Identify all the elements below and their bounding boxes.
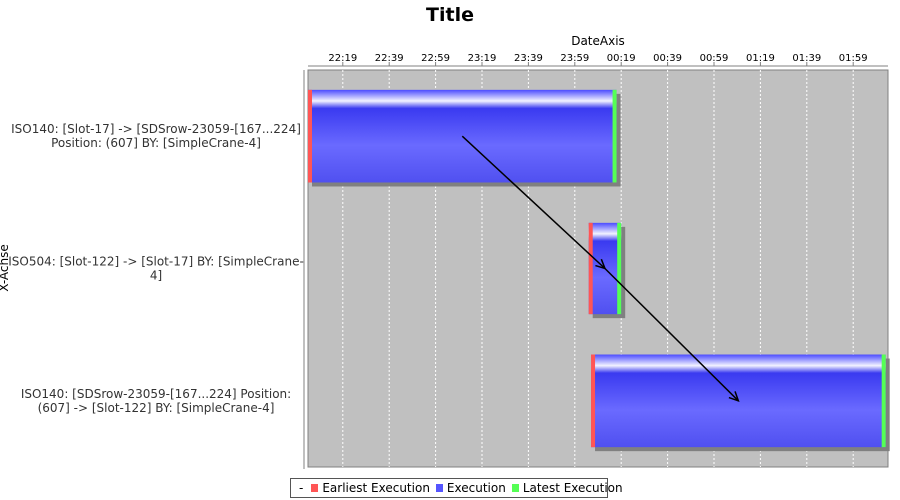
x-axis-title: DateAxis bbox=[571, 34, 625, 48]
x-tick-label: 01:59 bbox=[839, 53, 868, 64]
legend-label-execution: Execution bbox=[446, 481, 506, 495]
dependency-arrows bbox=[461, 135, 740, 403]
legend-label-latest: Latest Execution bbox=[522, 481, 623, 495]
x-tick-label: 00:19 bbox=[607, 53, 636, 64]
legend-prefix: - bbox=[299, 481, 304, 495]
x-tick-label: 01:39 bbox=[792, 53, 821, 64]
x-tick-label: 22:39 bbox=[375, 53, 404, 64]
arrow-head bbox=[728, 391, 740, 403]
task-bar bbox=[591, 354, 890, 452]
legend-swatch-execution bbox=[435, 484, 443, 492]
category-labels: ISO140: [Slot-17] -> [SDSrow-23059-[167.… bbox=[8, 122, 304, 415]
category-label: ISO140: [Slot-17] -> [SDSrow-23059-[167.… bbox=[11, 122, 301, 136]
bar-earliest-marker bbox=[308, 89, 312, 183]
bar-earliest-marker bbox=[591, 354, 596, 448]
legend-swatch-earliest bbox=[311, 484, 319, 492]
legend-item-latest: Latest Execution bbox=[511, 481, 623, 495]
legend-item-execution: Execution bbox=[435, 481, 506, 495]
category-label: 4] bbox=[150, 269, 162, 283]
bar-earliest-marker bbox=[588, 222, 593, 315]
x-tick-label: 22:59 bbox=[421, 53, 450, 64]
x-tick-label: 22:19 bbox=[328, 53, 357, 64]
x-tick-label: 01:19 bbox=[746, 53, 775, 64]
x-tick-label: 00:39 bbox=[653, 53, 682, 64]
dependency-arrow bbox=[461, 135, 606, 270]
category-label: (607] -> [Slot-122] BY: [SimpleCrane-4] bbox=[38, 401, 275, 415]
x-tick-label: 23:19 bbox=[468, 53, 497, 64]
x-tick-label: 23:59 bbox=[560, 53, 589, 64]
dependency-arrow bbox=[604, 267, 739, 402]
chart-title: Title bbox=[426, 4, 474, 26]
legend: - Earliest Execution Execution Latest Ex… bbox=[290, 478, 623, 498]
legend-label-earliest: Earliest Execution bbox=[322, 481, 430, 495]
category-label: ISO504: [Slot-122] -> [Slot-17] BY: [Sim… bbox=[8, 255, 304, 269]
category-label: ISO140: [SDSrow-23059-[167...224] Positi… bbox=[21, 387, 291, 401]
legend-swatch-latest bbox=[511, 484, 519, 492]
x-tick-labels: 22:19 22:39 22:59 23:19 23:39 23:59 00:19 00:39… bbox=[328, 53, 868, 66]
y-axis-title: X-Achse bbox=[0, 244, 11, 292]
bar-latest-marker bbox=[612, 89, 617, 183]
bar-latest-marker bbox=[881, 354, 886, 448]
legend-item-earliest: Earliest Execution bbox=[311, 481, 430, 495]
bar-latest-marker bbox=[617, 222, 622, 315]
x-tick-label: 23:39 bbox=[514, 53, 543, 64]
category-label: Position: (607] BY: [SimpleCrane-4] bbox=[51, 136, 261, 150]
x-tick-label: 00:59 bbox=[700, 53, 729, 64]
